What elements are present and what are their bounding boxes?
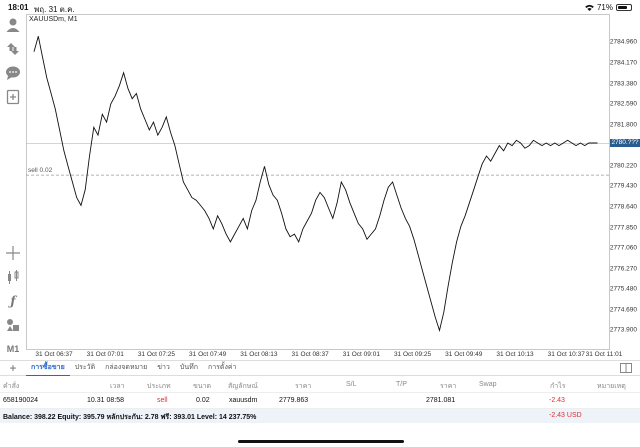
header-note: หมายเหตุ: [597, 383, 626, 390]
status-right: 71%: [585, 3, 632, 12]
chat-icon[interactable]: [4, 64, 22, 82]
x-tick-label: 31 Oct 06:37: [35, 351, 73, 358]
chat-bubble-icon: [6, 66, 20, 80]
y-tick-label: 2779.430: [609, 182, 637, 190]
header-size: ขนาด: [193, 383, 212, 390]
price-series-line: [33, 36, 598, 333]
y-tick-label: 2783.380: [609, 80, 637, 88]
x-tick-label: 31 Oct 07:01: [86, 351, 124, 358]
y-tick-label: 2778.640: [609, 203, 637, 211]
objects-icon[interactable]: [4, 316, 22, 334]
x-tick-label: 31 Oct 11:01: [585, 351, 623, 358]
tab-trade[interactable]: การซื้อขาย: [26, 361, 70, 376]
wifi-icon: [585, 4, 594, 11]
crosshair-icon[interactable]: [4, 244, 22, 262]
x-tick-label: 31 Oct 08:37: [291, 351, 329, 358]
y-tick-label: 2777.060: [609, 244, 637, 252]
chart-frame: [26, 14, 610, 350]
header-type: ประเภท: [147, 383, 171, 390]
header-order: คำสั่ง: [3, 383, 20, 390]
y-tick-label: 2774.690: [609, 306, 637, 314]
x-tick-label: 31 Oct 10:13: [496, 351, 534, 358]
expand-panel-icon[interactable]: [620, 363, 632, 373]
order-current-price: 2781.081: [426, 397, 456, 404]
tab-mailbox[interactable]: กล่องจดหมาย: [105, 364, 148, 371]
battery-fill: [618, 6, 627, 9]
add-icon[interactable]: +: [9, 361, 17, 375]
home-indicator[interactable]: [238, 440, 404, 443]
function-glyph: ƒ: [10, 294, 16, 308]
x-tick-label: 31 Oct 09:49: [445, 351, 483, 358]
timeframe-label: M1: [6, 344, 20, 354]
terminal-tabbar: + การซื้อขาย ประวัติ กล่องจดหมาย ข่าว บั…: [0, 360, 640, 376]
tab-journal[interactable]: บันทึก: [179, 364, 198, 371]
crosshair-tool-icon: [6, 246, 20, 260]
tab-settings[interactable]: การตั้งค่า: [207, 364, 237, 371]
battery-icon: [616, 4, 632, 11]
y-tick-label: 2784.170: [609, 59, 637, 67]
header-current-price: ราคา: [440, 383, 457, 390]
status-bar: 18:01 พฤ. 31 ต.ค. 71%: [0, 0, 640, 14]
order-time: 10.31 08:58: [87, 397, 124, 404]
status-time: 18:01: [8, 3, 29, 12]
y-tick-label: 2782.590: [609, 100, 637, 108]
x-tick-label: 31 Oct 10:37: [547, 351, 585, 358]
table-header: คำสั่ง เวลา ประเภท ขนาด สัญลักษณ์ ราคา S…: [0, 377, 640, 393]
y-tick-label: 2773.900: [609, 326, 637, 334]
order-id: 658190024: [3, 397, 39, 404]
trade-arrows-icon[interactable]: [4, 40, 22, 58]
tab-history[interactable]: ประวัติ: [74, 364, 96, 371]
balance-summary: Balance: 398.22 Equity: 395.79 หลักประกั…: [3, 414, 257, 421]
balance-bar: Balance: 398.22 Equity: 395.79 หลักประกั…: [0, 409, 640, 423]
y-tick-label: 2776.270: [609, 265, 637, 273]
tab-news[interactable]: ข่าว: [157, 364, 170, 371]
table-row[interactable]: 658190024 10.31 08:58 sell 0.02 xauusdm …: [0, 393, 640, 409]
y-tick-label: 2784.960: [609, 38, 637, 46]
trade-table: คำสั่ง เวลา ประเภท ขนาด สัญลักษณ์ ราคา S…: [0, 377, 640, 409]
price-chart[interactable]: XAUUSDm, M1 2784.960 2784.170 2783.380 2782…: [26, 14, 640, 360]
candles-icon: [8, 270, 19, 284]
status-date: พฤ. 31 ต.ค.: [34, 5, 75, 14]
y-tick-label: 2775.480: [609, 285, 637, 293]
header-profit: กำไร: [550, 383, 566, 390]
x-tick-label: 31 Oct 09:25: [393, 351, 432, 358]
y-tick-label: 2777.850: [609, 224, 637, 232]
header-time: เวลา: [110, 383, 125, 390]
user-icon: [6, 18, 20, 32]
x-tick-label: 31 Oct 07:25: [137, 351, 176, 358]
document-plus-icon: [6, 89, 20, 105]
sell-order-label: sell 0.02: [28, 167, 53, 175]
indicators-icon[interactable]: [4, 268, 22, 286]
current-price-tag: 2780.???: [610, 139, 640, 148]
order-profit: -2.43: [549, 397, 565, 404]
new-document-icon[interactable]: [4, 88, 22, 106]
battery-label: 71%: [596, 3, 613, 12]
x-tick-label: 31 Oct 09:01: [342, 351, 380, 358]
header-sl: S/L: [346, 381, 357, 388]
order-price: 2779.863: [279, 397, 309, 404]
left-toolbar: ƒ M1: [0, 14, 26, 354]
order-type: sell: [157, 397, 168, 404]
order-symbol: xauusdm: [229, 397, 258, 404]
order-size: 0.02: [196, 397, 210, 404]
shapes-icon: [7, 319, 19, 331]
x-tick-label: 31 Oct 08:13: [240, 351, 278, 358]
total-profit: -2.43 USD: [549, 412, 582, 419]
header-symbol: สัญลักษณ์: [228, 383, 258, 390]
y-tick-label: 2781.800: [609, 121, 637, 129]
header-price: ราคา: [295, 383, 312, 390]
header-tp: T/P: [396, 381, 407, 388]
account-icon[interactable]: [4, 16, 22, 34]
x-tick-label: 31 Oct 07:49: [189, 351, 227, 358]
function-icon[interactable]: ƒ: [4, 292, 22, 310]
timeframe-button[interactable]: M1: [4, 340, 22, 358]
up-down-arrow-icon: [7, 43, 19, 55]
symbol-label: XAUUSDm, M1: [29, 16, 78, 23]
y-tick-label: 2780.220: [609, 162, 637, 170]
header-swap: Swap: [479, 381, 497, 388]
chart-svg: [26, 36, 610, 333]
